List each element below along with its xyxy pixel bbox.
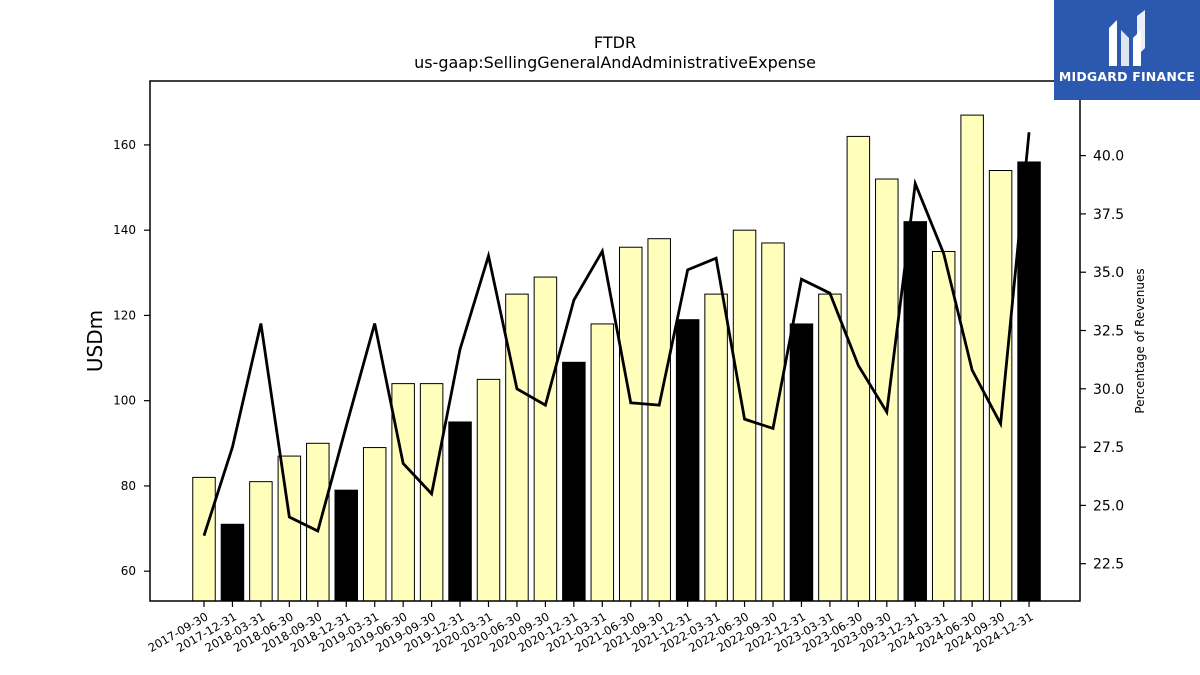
bar-2020-03-31 [476, 378, 501, 602]
bar-2017-09-30 [192, 476, 216, 602]
bar-2019-03-31 [362, 447, 387, 602]
logo-text: MIDGARD FINANCE [1058, 69, 1196, 84]
bar-2018-06-30 [277, 455, 302, 602]
y-tick-label: 160 [113, 138, 136, 152]
chart-subtitle: us-gaap:SellingGeneralAndAdministrativeE… [414, 53, 816, 72]
y2-tick-label: 25.0 [1093, 498, 1124, 514]
y2-tick-label: 35.0 [1093, 265, 1124, 281]
y2-tick-label: 40.0 [1093, 149, 1124, 165]
bar-2024-12-31 [1017, 161, 1041, 602]
chart-title: FTDR [594, 33, 636, 52]
line-series-percentage [202, 132, 1031, 537]
bar-2021-06-30 [619, 246, 643, 602]
y-tick-label: 120 [113, 308, 136, 322]
brand-logo: MIDGARD FINANCE [1054, 0, 1200, 100]
bar-2019-12-31 [448, 421, 472, 602]
bar-2023-12-31 [903, 221, 927, 602]
y2-tick-label: 37.5 [1093, 207, 1124, 223]
bar-2024-03-31 [931, 250, 956, 602]
bar-2022-12-31 [789, 323, 814, 602]
y2-tick-label: 22.5 [1093, 557, 1124, 573]
bar-2022-03-31 [704, 293, 728, 602]
y-tick-label: 60 [121, 564, 136, 578]
bar-2020-12-31 [562, 361, 586, 602]
bar-2023-03-31 [818, 293, 842, 602]
bar-2018-09-30 [306, 442, 330, 602]
bar-2018-12-31 [334, 489, 358, 602]
bar-2024-09-30 [988, 170, 1013, 602]
bar-2017-12-31 [220, 523, 245, 602]
bar-2021-03-31 [590, 323, 615, 602]
y2-tick-label: 30.0 [1093, 382, 1124, 398]
y2-tick-label: 27.5 [1093, 440, 1124, 456]
bar-2023-09-30 [875, 178, 899, 602]
y-axis-label: USDm [83, 310, 107, 372]
bar-2023-06-30 [846, 135, 871, 602]
bar-2024-06-30 [960, 114, 984, 602]
bar-2020-09-30 [533, 276, 558, 602]
bar-2020-06-30 [505, 293, 529, 602]
y-tick-label: 100 [113, 394, 136, 408]
bar-2021-12-31 [675, 319, 700, 602]
y-tick-label: 140 [113, 223, 136, 237]
bar-2019-06-30 [391, 383, 415, 602]
y-tick-label: 80 [121, 479, 136, 493]
y2-tick-label: 32.5 [1093, 324, 1124, 340]
logo-mark-icon [1109, 10, 1145, 66]
plot-frame [149, 80, 1081, 602]
bar-2018-03-31 [249, 481, 273, 602]
y2-axis-label: Percentage of Revenues [1133, 268, 1147, 413]
bar-2021-09-30 [647, 238, 671, 602]
